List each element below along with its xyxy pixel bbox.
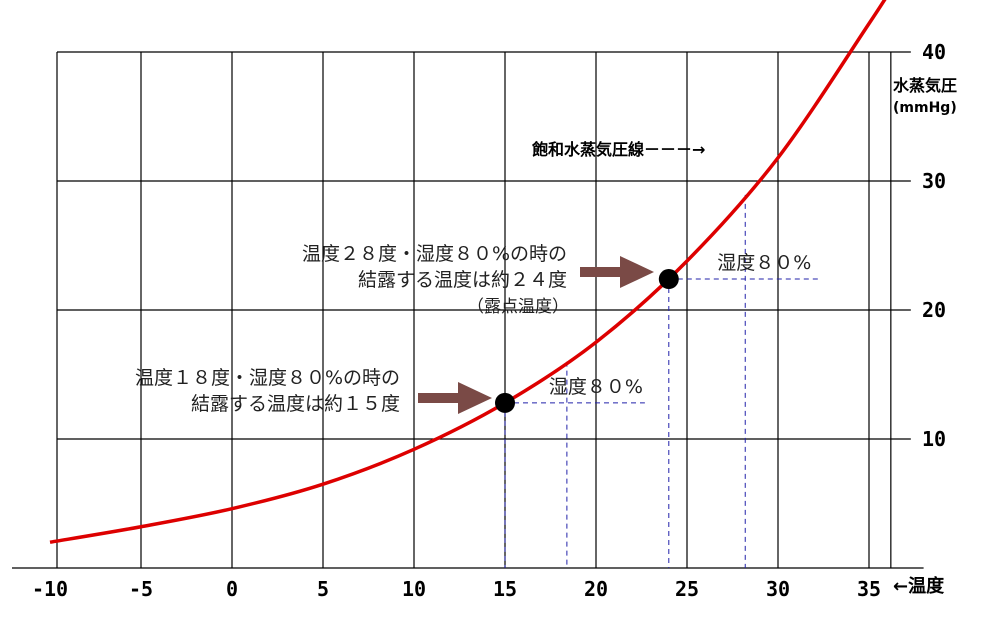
y-tick-label: 40 (922, 40, 946, 64)
dew-point-marker (495, 392, 515, 413)
y-tick-label: 30 (922, 169, 946, 193)
x-tick-label: 10 (402, 577, 426, 601)
annotation-lower-line-1: 温度１８度・湿度８０%の時の (135, 367, 400, 389)
x-tick-label: 20 (584, 577, 608, 601)
humidity-label: 湿度８０% (549, 376, 643, 398)
y-axis-title: 水蒸気圧 (893, 76, 957, 95)
y-tick-label: 10 (922, 427, 946, 451)
x-tick-label: 30 (766, 577, 790, 601)
y-axis-unit: (mmHg) (893, 100, 957, 116)
x-axis-title: ←温度 (893, 575, 945, 597)
annotation-upper-line-2: 結露する温度は約２４度 (358, 269, 567, 291)
reference-lines: 湿度８０% 湿度８０% (504, 194, 820, 568)
x-tick-label: 0 (226, 577, 238, 601)
x-tick-label: -5 (129, 577, 153, 601)
x-tick-label: 5 (317, 577, 329, 601)
saturation-curve (49, 0, 887, 544)
dew-point-marker (658, 269, 679, 290)
curve-layer (49, 0, 887, 544)
curve-label: 飽和水蒸気圧線－－－→ (531, 140, 705, 159)
x-tick-label: 25 (675, 577, 699, 601)
x-tick-label: -10 (32, 577, 68, 601)
humidity-label: 湿度８０% (717, 252, 811, 274)
x-tick-label: 15 (493, 577, 517, 601)
annotation-upper-line-3: （露点温度） (467, 297, 569, 317)
point-layer (495, 269, 679, 413)
annotation-upper-line-1: 温度２８度・湿度８０%の時の (302, 243, 567, 265)
grid (12, 51, 924, 569)
arrow-lower (418, 382, 492, 414)
tick-labels: -10 -5 0 5 10 15 20 25 30 35 10 20 30 40 (32, 40, 946, 601)
y-tick-label: 20 (922, 298, 946, 322)
arrow-upper (580, 256, 654, 288)
annotation-lower-line-2: 結露する温度は約１５度 (191, 393, 400, 415)
x-tick-label: 35 (857, 577, 881, 601)
